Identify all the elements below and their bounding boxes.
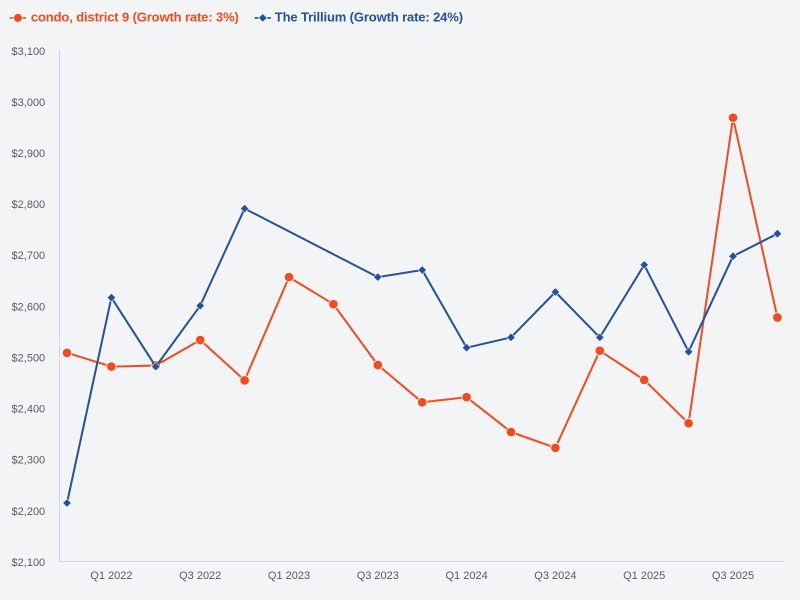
svg-text:$2,300: $2,300 (12, 455, 46, 467)
svg-text:Q3 2022: Q3 2022 (179, 570, 221, 582)
svg-text:Q3 2023: Q3 2023 (357, 570, 399, 582)
svg-text:Q1 2023: Q1 2023 (268, 570, 310, 582)
svg-text:$2,900: $2,900 (12, 148, 46, 160)
svg-text:$2,700: $2,700 (12, 250, 46, 262)
svg-text:Q3 2025: Q3 2025 (712, 570, 754, 582)
svg-text:Q1 2024: Q1 2024 (445, 570, 487, 582)
svg-text:$3,100: $3,100 (12, 46, 46, 58)
svg-text:Q1 2025: Q1 2025 (623, 570, 665, 582)
svg-text:$2,400: $2,400 (12, 404, 46, 416)
svg-text:$2,200: $2,200 (12, 506, 46, 518)
svg-text:$2,600: $2,600 (12, 301, 46, 313)
svg-text:The Trillium (Growth rate: 24%: The Trillium (Growth rate: 24%) (275, 10, 463, 25)
svg-text:Q3 2024: Q3 2024 (534, 570, 576, 582)
svg-text:$2,500: $2,500 (12, 353, 46, 365)
svg-text:$2,100: $2,100 (12, 557, 46, 569)
svg-text:Q1 2022: Q1 2022 (90, 570, 132, 582)
svg-text:$3,000: $3,000 (12, 97, 46, 109)
svg-text:$2,800: $2,800 (12, 199, 46, 211)
svg-text:condo, district 9 (Growth rate: condo, district 9 (Growth rate: 3%) (31, 10, 239, 25)
